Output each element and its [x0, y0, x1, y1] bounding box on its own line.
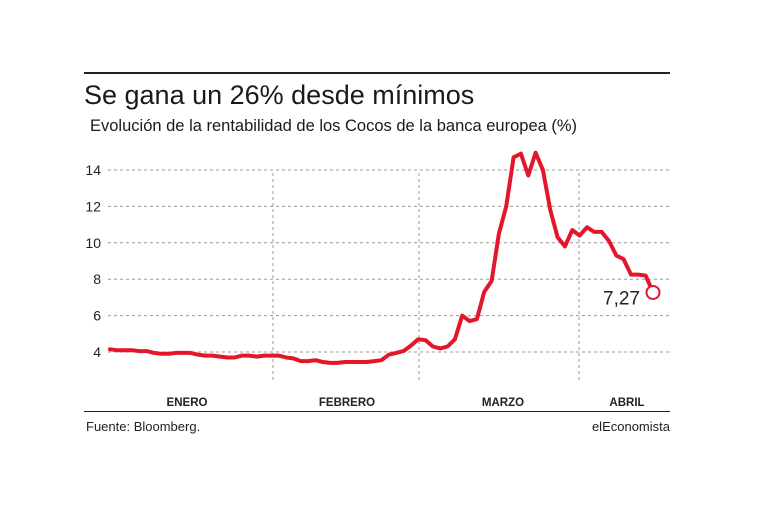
y-tick-label: 4 [93, 344, 101, 360]
y-tick-label: 12 [85, 198, 101, 214]
x-month-label: FEBRERO [319, 397, 375, 409]
footer-rule [84, 411, 670, 412]
source-note: Fuente: Bloomberg. [86, 419, 201, 434]
x-month-label: ABRIL [609, 397, 644, 409]
y-tick-label: 10 [85, 235, 101, 251]
y-tick-label: 8 [93, 271, 101, 287]
chart-subtitle: Evolución de la rentabilidad de los Coco… [90, 117, 578, 135]
brand-name: elEconomista [591, 419, 670, 434]
top-rule [84, 72, 670, 74]
x-month-label: MARZO [482, 397, 524, 409]
series-line [108, 150, 655, 365]
last-value-label: 7,27 [603, 288, 640, 309]
x-month-label: ENERO [167, 397, 208, 409]
y-tick-label: 6 [93, 308, 101, 324]
y-tick-label: 14 [85, 162, 101, 178]
last-value-marker [645, 284, 661, 300]
chart-title: Se gana un 26% desde mínimos [84, 80, 475, 110]
